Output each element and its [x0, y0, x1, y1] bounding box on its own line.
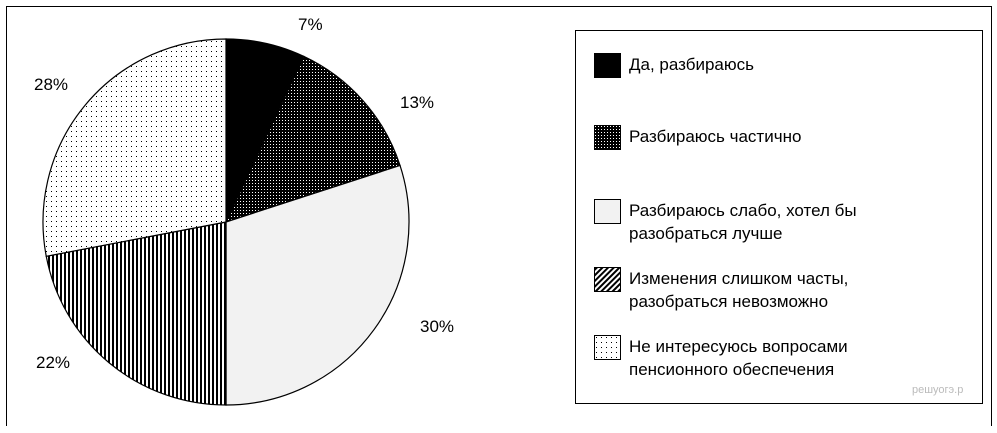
legend-item-0: Да, разбираюсь	[594, 53, 754, 78]
pie-slice-4	[42, 38, 227, 257]
legend-swatch-1	[594, 125, 621, 150]
legend-label-0: Да, разбираюсь	[629, 55, 754, 74]
legend-label-2: Разбираюсь слабо, хотел бы разобраться л…	[629, 201, 857, 243]
watermark: решуогэ.р	[912, 384, 964, 396]
slice-label-0: 7%	[298, 15, 323, 34]
legend-swatch-0	[594, 53, 621, 78]
legend-swatch-4	[594, 335, 621, 360]
slice-label-4: 28%	[34, 75, 68, 94]
legend-label-1: Разбираюсь частично	[629, 127, 802, 146]
slice-label-1: 13%	[400, 93, 434, 112]
legend-label-3: Изменения слишком часты, разобраться нев…	[629, 269, 849, 311]
legend-item-4: Не интересуюсь вопросами пенсионного обе…	[594, 335, 848, 381]
legend-swatch-3	[594, 267, 621, 292]
legend-label-4: Не интересуюсь вопросами пенсионного обе…	[629, 337, 848, 379]
slice-label-2: 30%	[420, 317, 454, 336]
legend-item-2: Разбираюсь слабо, хотел бы разобраться л…	[594, 199, 857, 245]
legend-swatch-2	[594, 199, 621, 224]
legend: Да, разбираюсь Разбираюсь частично Разби…	[575, 30, 983, 404]
legend-item-1: Разбираюсь частично	[594, 125, 801, 150]
slice-label-3: 22%	[36, 353, 70, 372]
pie-slice-2	[225, 164, 410, 406]
chart-frame	[6, 6, 992, 426]
pie-slice-1	[224, 55, 401, 223]
legend-item-3: Изменения слишком часты, разобраться нев…	[594, 267, 848, 313]
pie-slice-3	[45, 221, 227, 406]
